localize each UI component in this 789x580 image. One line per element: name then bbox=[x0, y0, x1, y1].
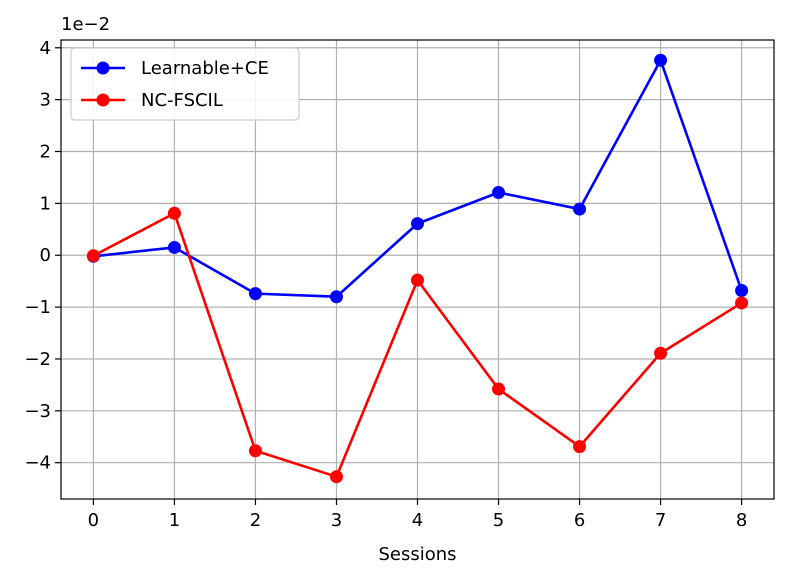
data-point bbox=[167, 206, 181, 220]
data-point bbox=[573, 440, 587, 454]
x-axis-label: Sessions bbox=[378, 544, 456, 565]
plot-frame bbox=[60, 39, 775, 500]
x-tick-label: 2 bbox=[250, 510, 261, 531]
data-point bbox=[329, 470, 343, 484]
legend-label: Learnable+CE bbox=[141, 58, 269, 79]
y-tick-label: 3 bbox=[40, 90, 51, 111]
legend-marker bbox=[96, 93, 110, 107]
y-offset-text: 1e−2 bbox=[61, 14, 110, 35]
data-point bbox=[492, 185, 506, 199]
y-tick-label: −1 bbox=[24, 297, 51, 318]
x-tick-label: 7 bbox=[655, 510, 666, 531]
legend: Learnable+CE NC-FSCIL bbox=[70, 47, 300, 121]
y-tick-label: −2 bbox=[24, 349, 51, 370]
data-point bbox=[573, 202, 587, 216]
legend-label: NC-FSCIL bbox=[141, 90, 223, 111]
data-point bbox=[654, 53, 668, 67]
data-point bbox=[86, 249, 100, 263]
data-point bbox=[411, 217, 424, 231]
x-tick-label: 0 bbox=[88, 510, 99, 531]
data-point bbox=[735, 284, 749, 298]
y-tick-label: 0 bbox=[40, 245, 51, 266]
x-tick-label: 1 bbox=[169, 510, 180, 531]
data-point bbox=[248, 287, 262, 301]
x-tick-label: 6 bbox=[574, 510, 585, 531]
x-tick-label: 4 bbox=[412, 510, 423, 531]
x-tick-label: 5 bbox=[493, 510, 504, 531]
data-point bbox=[329, 290, 343, 304]
data-point bbox=[411, 273, 424, 287]
y-tick-label: 4 bbox=[40, 38, 51, 59]
y-tick-label: −3 bbox=[24, 401, 51, 422]
y-tick-label: −4 bbox=[24, 453, 51, 474]
y-tick-label: 2 bbox=[40, 142, 51, 163]
y-tick-label: 1 bbox=[40, 193, 51, 214]
data-point bbox=[735, 296, 749, 310]
data-point bbox=[248, 444, 262, 458]
x-tick-label: 3 bbox=[331, 510, 342, 531]
series-lines bbox=[86, 53, 749, 484]
legend-marker bbox=[96, 61, 110, 75]
x-tick-label: 8 bbox=[736, 510, 747, 531]
legend-box bbox=[70, 47, 300, 121]
axis-ticks: 0 1 2 3 4 5 6 7 8 4 3 2 1 0 −1 −2 −3 −4 bbox=[24, 38, 747, 531]
data-point bbox=[492, 382, 506, 396]
data-point bbox=[654, 346, 668, 360]
data-point bbox=[167, 240, 181, 254]
